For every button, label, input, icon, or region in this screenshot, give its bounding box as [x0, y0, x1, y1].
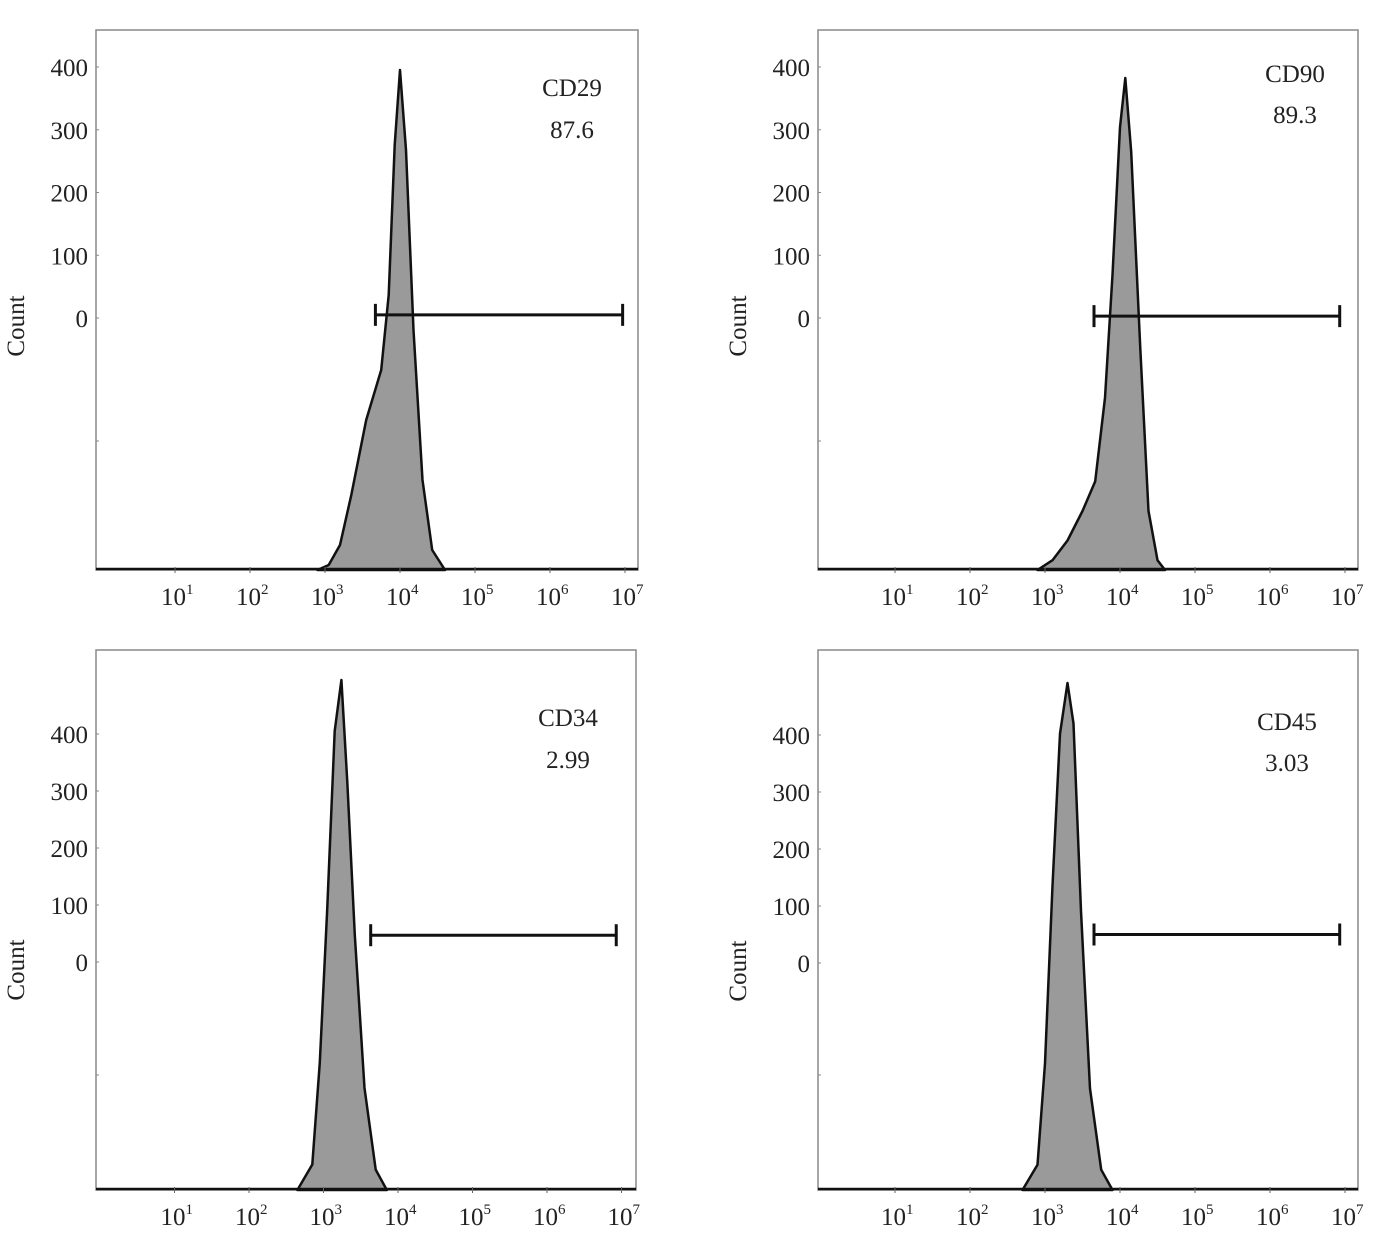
x-tick-label: 105 [461, 582, 494, 611]
x-tick-label: 104 [1106, 1202, 1139, 1231]
y-tick-label: 400 [51, 722, 89, 749]
y-tick-label: 300 [51, 779, 89, 806]
x-tick-label: 103 [311, 582, 344, 611]
y-tick-label: 300 [773, 118, 811, 145]
x-tick-label: 105 [1181, 582, 1214, 611]
x-tick-label: 106 [1256, 582, 1289, 611]
y-tick-label: 100 [773, 243, 811, 270]
x-tick-label: 101 [881, 582, 914, 611]
x-tick-label: 107 [608, 1202, 641, 1231]
x-tick-label: 101 [161, 1202, 194, 1231]
x-tick-label: 101 [881, 1202, 914, 1231]
y-axis-label: Count [3, 939, 30, 1000]
x-tick-label: 106 [536, 582, 569, 611]
gate-marker [373, 303, 625, 326]
y-axis-label: Count [3, 295, 30, 356]
x-tick-label: 102 [956, 1202, 989, 1231]
y-tick-label: 300 [51, 118, 89, 145]
y-tick-label: 400 [773, 55, 811, 82]
histogram-panel-cd34: 101 102 103 104 105 106 107 0 100 200 300 400 Count C… [3, 649, 641, 1231]
marker-label: CD45 [1257, 709, 1317, 736]
y-tick-label: 100 [51, 243, 89, 270]
y-tick-label: 0 [76, 950, 89, 977]
histogram-area [1036, 76, 1167, 572]
percent-label: 2.99 [546, 747, 590, 774]
x-tick-label: 103 [1031, 582, 1064, 611]
x-tick-label: 103 [1031, 1202, 1064, 1231]
x-tick-label: 107 [611, 582, 644, 611]
x-tick-label: 102 [236, 582, 269, 611]
x-tick-label: 107 [1331, 1202, 1364, 1231]
y-tick-label: 0 [76, 306, 89, 333]
x-tick-label: 102 [235, 1202, 268, 1231]
marker-label: CD29 [542, 75, 602, 102]
y-tick-label: 400 [773, 723, 811, 750]
x-tick-label: 107 [1331, 582, 1364, 611]
histogram-area [296, 678, 389, 1192]
y-tick-label: 200 [51, 181, 89, 208]
marker-label: CD34 [538, 705, 598, 732]
histogram-area [316, 68, 447, 572]
marker-label: CD90 [1265, 61, 1325, 88]
x-tick-label: 102 [956, 582, 989, 611]
histogram-panel-cd29: 101 102 103 104 105 106 107 0 100 200 300 400 Count C… [3, 29, 644, 611]
y-tick-label: 200 [51, 836, 89, 863]
x-tick-label: 105 [1181, 1202, 1214, 1231]
y-axis-label: Count [725, 940, 752, 1001]
gate-marker [1092, 305, 1342, 328]
y-tick-label: 200 [773, 837, 811, 864]
gate-marker [1092, 923, 1342, 946]
y-tick-label: 0 [798, 306, 811, 333]
histogram-panel-cd45: 101 102 103 104 105 106 107 0 100 200 300 400 Count C… [725, 649, 1364, 1231]
histogram-area [1021, 681, 1114, 1192]
percent-label: 87.6 [550, 117, 594, 144]
histogram-panel-cd90: 101 102 103 104 105 106 107 0 100 200 300 400 Count C… [725, 29, 1364, 611]
y-tick-label: 300 [773, 780, 811, 807]
y-tick-label: 200 [773, 181, 811, 208]
percent-label: 3.03 [1265, 750, 1309, 777]
x-tick-label: 104 [1106, 582, 1139, 611]
y-tick-label: 0 [798, 951, 811, 978]
x-tick-label: 101 [161, 582, 194, 611]
gate-marker [369, 924, 618, 947]
y-tick-label: 400 [51, 55, 89, 82]
y-tick-label: 100 [773, 894, 811, 921]
x-tick-label: 106 [533, 1202, 566, 1231]
x-tick-label: 106 [1256, 1202, 1289, 1231]
x-tick-label: 105 [459, 1202, 492, 1231]
x-tick-label: 104 [386, 582, 419, 611]
x-tick-label: 103 [310, 1202, 343, 1231]
y-tick-label: 100 [51, 893, 89, 920]
y-axis-label: Count [725, 295, 752, 356]
x-tick-label: 104 [384, 1202, 417, 1231]
percent-label: 89.3 [1273, 102, 1317, 129]
